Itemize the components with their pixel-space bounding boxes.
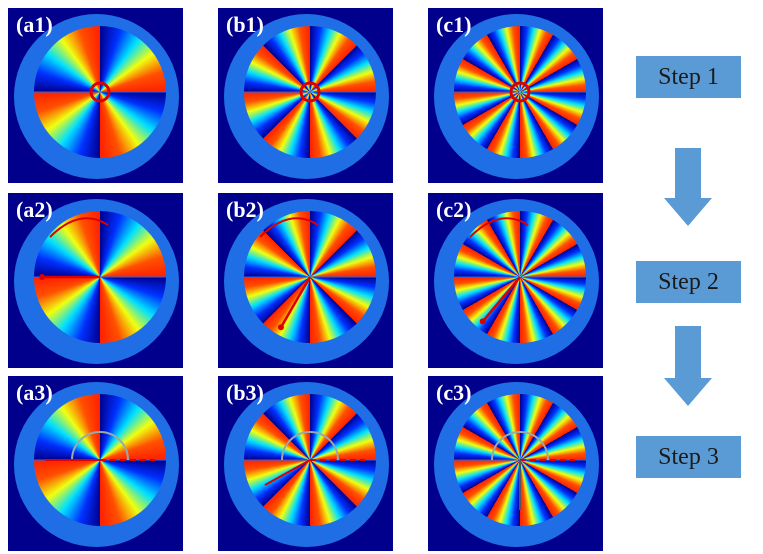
angle-arc [281,431,339,461]
panel-label: (c1) [436,12,472,37]
overlay [244,431,376,486]
step-box: Step 3 [636,436,741,478]
arrow-head [39,274,45,280]
panel: (a2) [8,193,183,368]
arrow-head [479,318,486,325]
panel-label: (c3) [436,380,472,405]
overlay [454,431,586,510]
red-arrow [481,276,521,323]
panel-label: (b2) [226,197,264,222]
panel: (b1) [218,8,393,183]
marker-circle [89,81,111,103]
panel: (b3) [218,376,393,551]
overlay [34,217,166,280]
panel: (b2) [218,193,393,368]
panel: (c2) [428,193,603,368]
panel: (c3) [428,376,603,551]
down-arrow [664,148,712,226]
marker-circle [299,81,321,103]
overlay [34,431,166,461]
panel-label: (b3) [226,380,264,405]
marker-circle [509,81,531,103]
overlay [244,217,376,331]
panel: (c1) [428,8,603,183]
step-box: Step 2 [636,261,741,303]
rotation-arc [469,217,529,238]
panel-label: (a3) [16,380,53,405]
red-arrow [279,276,312,328]
panel: (a1) [8,8,183,183]
overlay [244,81,376,103]
overlay [454,81,586,103]
panel-label: (a1) [16,12,53,37]
overlay [454,217,586,325]
arrow-head [278,324,284,331]
panel-label: (b1) [226,12,264,37]
panel-label: (a2) [16,197,53,222]
angle-arc [491,431,549,461]
down-arrow [664,326,712,406]
angle-arc [71,431,129,461]
rotation-arc [49,217,109,238]
overlay [34,81,166,103]
rotation-arc [259,217,319,238]
angle-line [264,459,311,486]
panel: (a3) [8,376,183,551]
panel-label: (c2) [436,197,472,222]
step-box: Step 1 [636,56,741,98]
